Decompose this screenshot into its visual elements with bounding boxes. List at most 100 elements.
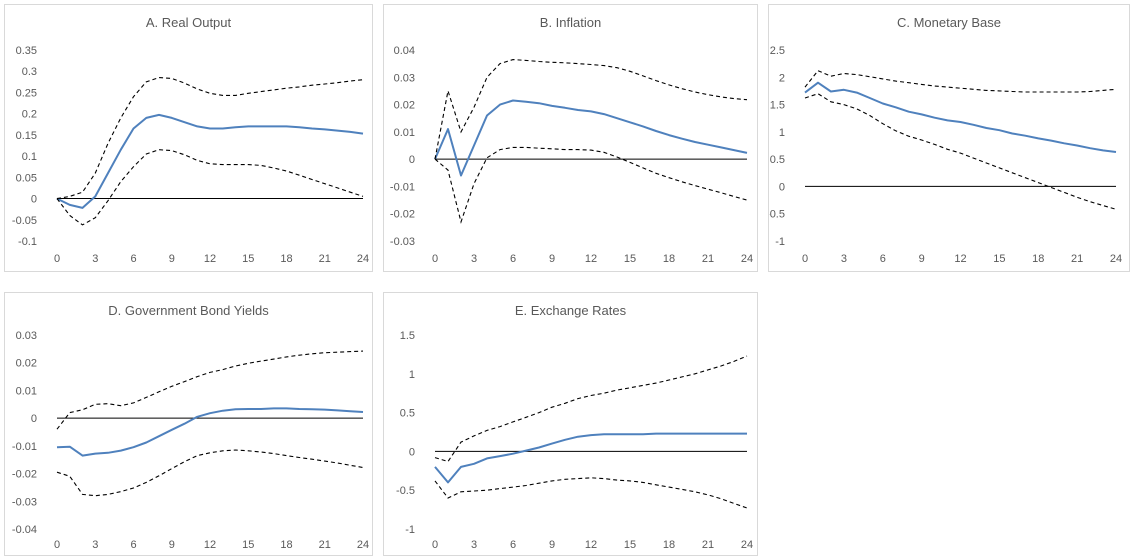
y-tick-label: 1.5	[770, 100, 785, 112]
y-tick-label: -0.5	[769, 209, 785, 221]
x-tick-label: 21	[1071, 253, 1083, 265]
chart-panel-exchange-rates: E. Exchange Rates -1 -0.5 0 0.5 1 1.5 0 3 6 9 12 15 1…	[383, 292, 758, 556]
estimate-line	[804, 81, 1117, 153]
x-tick-label: 15	[242, 253, 254, 265]
y-tick-label: 2.5	[770, 45, 785, 57]
chart-title: C. Monetary Base	[897, 15, 1001, 30]
lower-band-line	[56, 449, 364, 497]
x-tick-label: 3	[471, 539, 477, 551]
chart-svg-real-output: A. Real Output -0.1 -0.05 0 0.05 0.1 0.15 0.2 0.…	[12, 15, 369, 265]
chart-title: E. Exchange Rates	[515, 303, 627, 318]
x-tick-label: 9	[919, 253, 925, 265]
chart-panel-real-output: A. Real Output -0.1 -0.05 0 0.05 0.1 0.15 0.2 0.…	[4, 4, 373, 272]
x-tick-label: 15	[993, 253, 1005, 265]
x-tick-label: 3	[92, 539, 98, 551]
chart-panel-monetary-base: C. Monetary Base -1 -0.5 0 0.5 1 1.5 2 2.5 0 3 6 9 12…	[768, 4, 1130, 272]
upper-band-line	[56, 350, 364, 430]
x-tick-label: 0	[432, 539, 438, 551]
y-tick-label: 0.03	[394, 72, 415, 84]
y-tick-label: 0.5	[400, 408, 415, 420]
chart-svg-monetary-base: C. Monetary Base -1 -0.5 0 0.5 1 1.5 2 2.5 0 3 6 9 12…	[769, 15, 1122, 265]
chart-panel-inflation: B. Inflation -0.03 -0.02 -0.01 0 0.01 0.02 0.03…	[383, 4, 758, 272]
chart-panel-government-bond-yields: D. Government Bond Yields -0.04 -0.03 -0.02…	[4, 292, 373, 556]
chart-svg-exchange-rates: E. Exchange Rates -1 -0.5 0 0.5 1 1.5 0 3 6 9 12 15 1…	[396, 303, 753, 551]
x-tick-label: 21	[702, 253, 714, 265]
y-tick-label: 0.5	[770, 154, 785, 166]
y-tick-label: 1	[409, 369, 415, 381]
x-tick-label: 3	[841, 253, 847, 265]
y-tick-label: -0.1	[18, 236, 37, 248]
x-tick-label: 0	[54, 539, 60, 551]
upper-band-line	[56, 77, 364, 200]
x-tick-label: 15	[624, 253, 636, 265]
estimate-line	[56, 407, 364, 457]
x-tick-label: 9	[169, 253, 175, 265]
x-tick-label: 12	[204, 253, 216, 265]
x-tick-label: 18	[280, 539, 292, 551]
x-tick-label: 21	[702, 539, 714, 551]
x-tick-label: 6	[130, 253, 136, 265]
y-tick-label: 0.3	[22, 66, 37, 78]
y-tick-label: 0	[409, 154, 415, 166]
upper-band-line	[804, 70, 1117, 93]
upper-band-line	[434, 59, 748, 160]
y-tick-label: 1.5	[400, 330, 415, 342]
chart-title: B. Inflation	[540, 15, 601, 30]
y-tick-label: 0	[779, 181, 785, 193]
chart-title: A. Real Output	[146, 15, 232, 30]
y-tick-label: 0.1	[22, 151, 37, 163]
estimate-line	[434, 99, 748, 177]
x-tick-label: 12	[585, 253, 597, 265]
y-tick-label: -0.03	[12, 496, 37, 508]
x-tick-label: 12	[954, 253, 966, 265]
estimate-line	[434, 432, 747, 484]
x-tick-label: 15	[242, 539, 254, 551]
y-tick-label: 0.02	[16, 358, 37, 370]
lower-band-line	[434, 477, 748, 509]
x-tick-label: 0	[432, 253, 438, 265]
y-tick-label: 0	[31, 413, 37, 425]
chart-title: D. Government Bond Yields	[108, 303, 269, 318]
x-tick-label: 3	[471, 253, 477, 265]
upper-band-line	[434, 355, 748, 463]
x-tick-label: 6	[130, 539, 136, 551]
y-tick-label: -1	[405, 524, 415, 536]
chart-svg-government-bond-yields: D. Government Bond Yields -0.04 -0.03 -0.02…	[12, 303, 369, 551]
chart-svg-inflation: B. Inflation -0.03 -0.02 -0.01 0 0.01 0.02 0.03…	[390, 15, 753, 265]
y-tick-label: -1	[775, 236, 785, 248]
y-tick-label: -0.01	[390, 181, 415, 193]
x-tick-label: 6	[880, 253, 886, 265]
y-tick-label: 0.2	[22, 109, 37, 121]
y-tick-label: 0.03	[16, 330, 37, 342]
x-tick-label: 6	[510, 253, 516, 265]
y-tick-label: 1	[779, 127, 785, 139]
x-tick-label: 18	[663, 253, 675, 265]
x-tick-label: 0	[54, 253, 60, 265]
x-tick-label: 24	[741, 253, 753, 265]
lower-band-line	[804, 93, 1117, 210]
x-tick-label: 12	[585, 539, 597, 551]
y-tick-label: -0.02	[12, 469, 37, 481]
y-tick-label: 0.35	[16, 45, 37, 57]
x-tick-label: 15	[624, 539, 636, 551]
x-tick-label: 24	[357, 253, 369, 265]
x-tick-label: 12	[204, 539, 216, 551]
x-tick-label: 24	[1110, 253, 1122, 265]
x-tick-label: 0	[802, 253, 808, 265]
lower-band-line	[56, 149, 364, 226]
x-tick-label: 21	[319, 253, 331, 265]
y-tick-label: 0.04	[394, 45, 415, 57]
x-tick-label: 21	[319, 539, 331, 551]
y-tick-label: -0.5	[396, 485, 415, 497]
y-tick-label: 0.02	[394, 100, 415, 112]
x-tick-label: 18	[1032, 253, 1044, 265]
x-tick-label: 24	[741, 539, 753, 551]
y-tick-label: 2	[779, 72, 785, 84]
x-tick-label: 24	[357, 539, 369, 551]
y-tick-label: 0.25	[16, 87, 37, 99]
y-tick-label: -0.02	[390, 209, 415, 221]
x-tick-label: 18	[663, 539, 675, 551]
x-tick-label: 6	[510, 539, 516, 551]
x-tick-label: 9	[169, 539, 175, 551]
estimate-line	[56, 113, 364, 209]
